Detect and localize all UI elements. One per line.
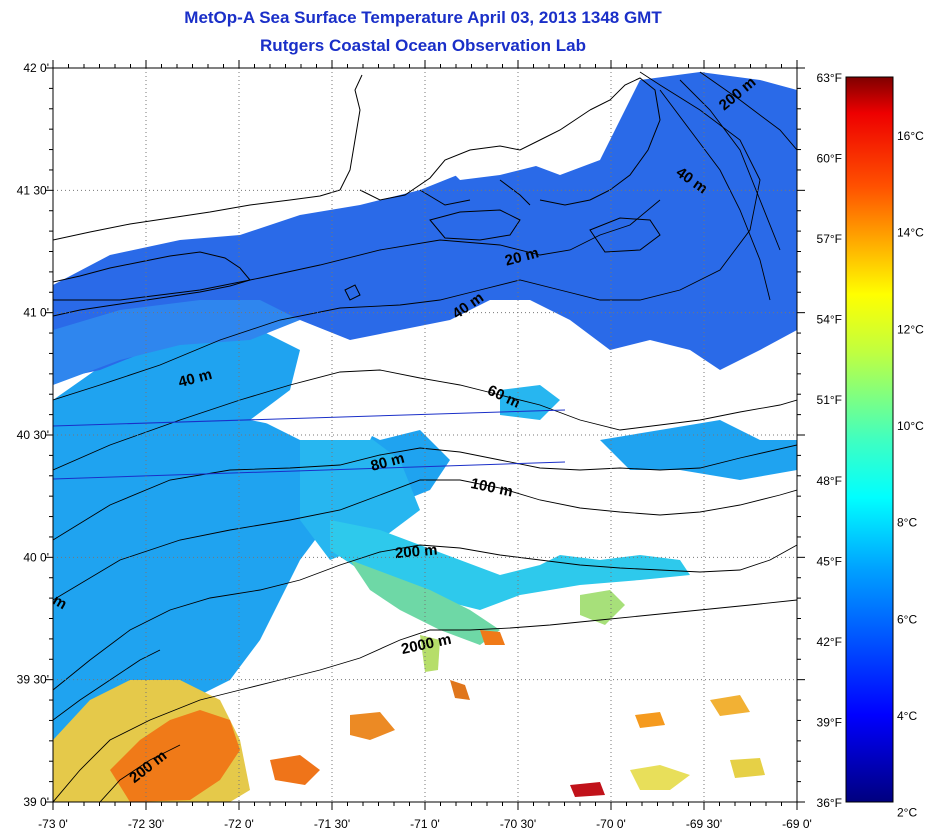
track-line [52,461,566,480]
map-grid [53,68,797,802]
nantucket [589,217,661,253]
map-title: MetOp-A Sea Surface Temperature April 03… [184,8,662,27]
lat-label: 40 30' [17,428,49,442]
lon-label: -69 0' [782,817,812,831]
colorbar-f-label: 36°F [817,796,842,810]
colorbar [845,76,894,803]
isobath-60m [53,369,797,471]
sst-patch-hot-4 [635,712,665,728]
lon-label: -70 30' [500,817,536,831]
sst-patch-hot-2 [270,755,320,785]
isobath-2000m [53,599,797,802]
colorbar-f-label: 48°F [817,474,842,488]
isobath-100m [53,479,797,601]
lat-label: 40 0' [23,550,49,564]
cloud-gap [260,400,380,440]
latitude-labels: 42 0' 41 30' 41 0' 40 30' 40 0' 39 30' 39 0' [17,61,49,809]
lon-label: -73 0' [38,817,68,831]
colorbar-c-label: 8°C [897,516,917,530]
map-subtitle: Rutgers Coastal Ocean Observation Lab [260,36,586,55]
connecticut-coast [53,189,341,241]
colorbar-f-label: 57°F [817,232,842,246]
cloud-gap [300,305,620,460]
sst-patch-hot [110,710,240,802]
sst-patch-yellow-3 [730,758,765,778]
colorbar-c-label: 14°C [897,226,924,240]
lon-label: -70 0' [596,817,626,831]
sst-patch-yellow [630,765,690,790]
colorbar-f-label: 42°F [817,635,842,649]
longitude-labels: -73 0' -72 30' -72 0' -71 30' -71 0' -70 30' -… [38,817,812,831]
colorbar-c-label: 6°C [897,612,917,626]
sst-patch-green [350,560,500,645]
cape-cod [539,77,661,206]
lat-label: 39 30' [17,673,49,687]
lat-label: 42 0' [23,61,49,75]
isobath-layer [53,71,797,802]
colorbar-fahrenheit-labels: 63°F 60°F 57°F 54°F 51°F 48°F 45°F 42°F 39°F 36°F [817,71,842,810]
sst-patch-red [570,782,605,797]
colorbar-c-label: 10°C [897,419,924,433]
lat-label: 41 30' [17,183,49,197]
sst-patch-yellow-2 [710,695,750,716]
colorbar-celsius-labels: 16°C 14°C 12°C 10°C 8°C 6°C 4°C 2°C [897,129,924,820]
sst-patch-orange-strip [480,630,505,645]
sst-patch-coastal-light [53,300,300,385]
lon-label: -71 30' [314,817,350,831]
lon-label: -71 0' [410,817,440,831]
colorbar-f-label: 54°F [817,313,842,327]
colorbar-f-label: 63°F [817,71,842,85]
colorbar-c-label: 2°C [897,806,917,820]
colorbar-c-label: 4°C [897,709,917,723]
colorbar-f-label: 51°F [817,393,842,407]
colorbar-f-label: 39°F [817,715,842,729]
rhode-island-coast [339,74,591,201]
colorbar-c-label: 12°C [897,322,924,336]
map-frame [52,67,798,803]
block-island [344,284,361,301]
sst-patch-hot-5 [450,680,470,700]
cloud-gap [440,90,620,180]
lat-label: 39 0' [23,795,49,809]
sst-patch-green-2 [580,590,625,625]
isobath-40m [53,71,761,401]
colorbar-f-label: 60°F [817,152,842,166]
isobath-200m [53,544,797,691]
map-ticks [45,60,805,810]
coastline-layer [53,74,661,317]
colorbar-f-label: 45°F [817,554,842,568]
lon-label: -69 30' [686,817,722,831]
marthas-vineyard [429,209,521,241]
sst-patch-hot-3 [350,712,395,740]
lon-label: -72 0' [224,817,254,831]
colorbar-c-label: 16°C [897,129,924,143]
long-island-coast [53,251,251,317]
track-line [52,409,566,427]
buzzards-bay [419,179,531,206]
lat-label: 41 0' [23,306,49,320]
isobath-20m [53,199,661,301]
lon-label: -72 30' [128,817,164,831]
track-lines [52,409,566,480]
